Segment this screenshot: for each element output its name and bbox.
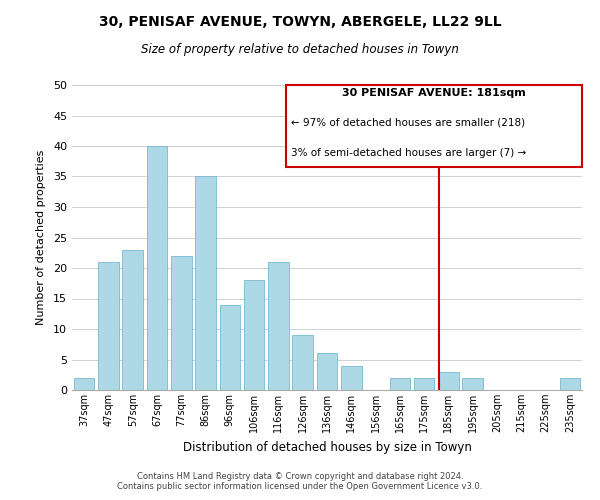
Bar xyxy=(244,280,265,390)
Text: ← 97% of detached houses are smaller (218): ← 97% of detached houses are smaller (21… xyxy=(291,117,525,127)
Bar xyxy=(438,372,459,390)
Y-axis label: Number of detached properties: Number of detached properties xyxy=(36,150,46,325)
Bar xyxy=(268,262,289,390)
Text: Size of property relative to detached houses in Towyn: Size of property relative to detached ho… xyxy=(141,42,459,56)
Bar xyxy=(317,354,337,390)
Bar xyxy=(341,366,362,390)
Text: Contains HM Land Registry data © Crown copyright and database right 2024.: Contains HM Land Registry data © Crown c… xyxy=(137,472,463,481)
Bar xyxy=(146,146,167,390)
Bar xyxy=(220,304,240,390)
Bar xyxy=(292,335,313,390)
Bar xyxy=(414,378,434,390)
Bar xyxy=(74,378,94,390)
FancyBboxPatch shape xyxy=(286,85,581,168)
Bar xyxy=(463,378,483,390)
Text: 30, PENISAF AVENUE, TOWYN, ABERGELE, LL22 9LL: 30, PENISAF AVENUE, TOWYN, ABERGELE, LL2… xyxy=(98,15,502,29)
Bar xyxy=(122,250,143,390)
Text: 30 PENISAF AVENUE: 181sqm: 30 PENISAF AVENUE: 181sqm xyxy=(342,88,526,98)
X-axis label: Distribution of detached houses by size in Towyn: Distribution of detached houses by size … xyxy=(182,440,472,454)
Bar xyxy=(171,256,191,390)
Bar xyxy=(98,262,119,390)
Bar xyxy=(389,378,410,390)
Text: Contains public sector information licensed under the Open Government Licence v3: Contains public sector information licen… xyxy=(118,482,482,491)
Bar xyxy=(195,176,216,390)
Bar xyxy=(560,378,580,390)
Text: 3% of semi-detached houses are larger (7) →: 3% of semi-detached houses are larger (7… xyxy=(291,148,526,158)
